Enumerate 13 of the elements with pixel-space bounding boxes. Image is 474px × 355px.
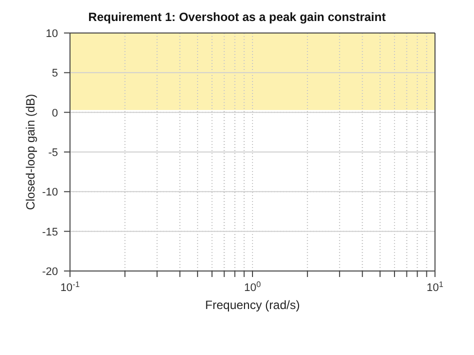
- y-tick-label: 5: [52, 68, 58, 80]
- x-axis-title: Frequency (rad/s): [205, 298, 300, 312]
- y-tick-label: 10: [46, 28, 58, 40]
- chart-title: Requirement 1: Overshoot as a peak gain constraint: [87, 10, 387, 24]
- y-tick-label: -5: [48, 147, 58, 159]
- x-tick-label: 10$^{0}$: [244, 280, 262, 294]
- y-tick-label: -15: [42, 226, 58, 238]
- x-tick-label: 10$^{-1}$: [60, 280, 80, 294]
- y-tick-label: -20: [42, 266, 58, 278]
- x-tick-label: 10$^{1}$: [426, 280, 444, 294]
- y-axis-title: Closed-loop gain (dB): [23, 94, 38, 210]
- y-tick-label: -10: [42, 186, 58, 199]
- y-tick-label: 0: [52, 107, 58, 120]
